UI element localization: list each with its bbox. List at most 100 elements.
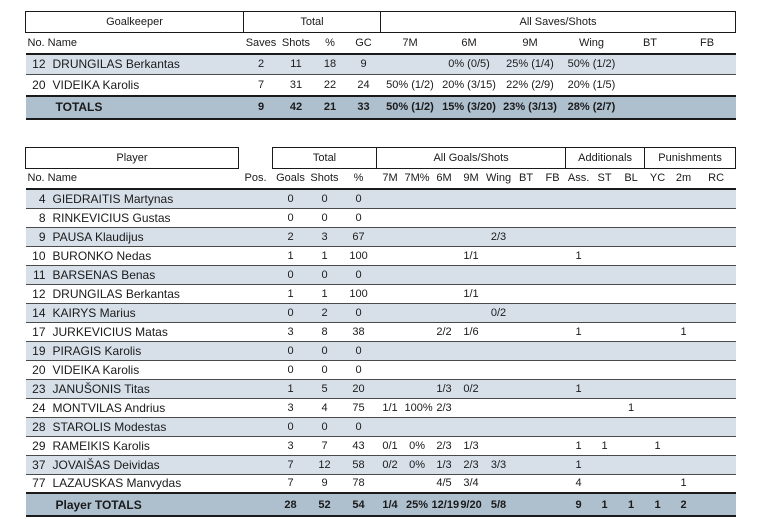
pl-cell-7mpct [403, 322, 431, 342]
pl-cell-6m [430, 303, 458, 323]
pl-cell-yc [644, 189, 671, 209]
pl-cell-bt [512, 436, 540, 456]
pl-cell-7m: 0/2 [376, 455, 404, 475]
pl-cell-9m: 2/3 [457, 455, 485, 475]
pl-cell-7m [376, 246, 404, 266]
player-name: JURKEVICIUS Matas [52, 324, 168, 339]
pl-cell-wing [484, 360, 513, 380]
pl-cell-yc [644, 341, 671, 361]
pl-cell-wing [484, 246, 513, 266]
pl-cell-6m: 2/2 [430, 322, 458, 342]
pl-cell-wing [484, 284, 513, 304]
pl-cell-bl [617, 189, 645, 209]
player-number: 20 [32, 362, 46, 377]
pl-cell-wing [484, 417, 513, 437]
pl-cell-goals: 7 [272, 474, 309, 494]
pl-cell-7m [376, 379, 404, 399]
pl-cell-ass [565, 341, 592, 361]
pl-cell-6m: 1/3 [430, 455, 458, 475]
pl-totals-pos [238, 492, 273, 517]
pl-cell-2m [670, 379, 697, 399]
gk-cell-bt [621, 74, 679, 96]
gk-cell-6m: 20% (3/15) [439, 74, 499, 96]
pl-cell-7mpct [403, 417, 431, 437]
pl-cell-ass [565, 303, 592, 323]
player-number: 17 [32, 324, 46, 339]
gk-cell-9m: 25% (1/4) [498, 53, 562, 75]
pl-cell-2m [670, 360, 697, 380]
pl-name-cell: 8 RINKEVICIUS Gustas [25, 208, 239, 228]
pl-cell-fb [539, 265, 566, 285]
pl-cell-shots: 9 [308, 474, 341, 494]
pl-cell-pct: 38 [340, 322, 377, 342]
pl-cell-pos [238, 379, 273, 399]
pl-cell-st [591, 379, 618, 399]
pl-cell-ass: 1 [565, 322, 592, 342]
gk-name-cell: 12 DRUNGILAS Berkantas [25, 53, 244, 75]
pl-totals-pct: 54 [340, 492, 377, 517]
pl-cell-pct: 0 [340, 303, 377, 323]
pl-cell-2m [670, 303, 697, 323]
pl-cell-7m [376, 227, 404, 247]
pl-name-cell: 17 JURKEVICIUS Matas [25, 322, 239, 342]
gk-totals-label: TOTALS [25, 94, 244, 120]
pl-cell-6m: 1/3 [430, 379, 458, 399]
pl-cell-shots: 5 [308, 379, 341, 399]
pl-cell-ass: 1 [565, 455, 592, 475]
pl-cell-rc [696, 360, 736, 380]
pl-cell-wing: 2/3 [484, 227, 513, 247]
pl-cell-fb [539, 417, 566, 437]
gk-group-header-row: Goalkeeper Total All Saves/Shots [25, 11, 737, 33]
pl-cell-pos [238, 341, 273, 361]
pl-cell-bl [617, 322, 645, 342]
gk-totals-6m: 15% (3/20) [439, 94, 499, 120]
pl-totals-st: 1 [591, 492, 618, 517]
pl-cell-7mpct: 100% [403, 398, 433, 418]
pl-cell-bt [512, 227, 540, 247]
pl-cell-yc: 1 [644, 436, 671, 456]
pl-totals-6m: 12/19 [430, 492, 459, 517]
gk-totals-pct: 21 [313, 94, 347, 120]
pl-cell-fb [539, 398, 566, 418]
pl-cell-ass [565, 227, 592, 247]
pl-cell-bl [617, 360, 645, 380]
pl-cell-rc [696, 208, 736, 228]
pl-cell-wing [484, 208, 513, 228]
pl-cell-6m [430, 284, 458, 304]
pl-cell-bl: 1 [617, 398, 645, 418]
pl-cell-7m [376, 341, 404, 361]
gk-cell-shots: 31 [278, 74, 314, 96]
gk-cell-gc: 24 [346, 74, 381, 96]
pl-cell-7m: 0/1 [376, 436, 404, 456]
pl-cell-7m [376, 303, 404, 323]
pl-cell-bl [617, 379, 645, 399]
pl-colhead-st: ST [591, 168, 618, 190]
gk-totals-bt [621, 94, 679, 120]
pl-cell-9m [457, 398, 485, 418]
pl-totals-7mpct: 25% [403, 492, 431, 517]
player-name: KAIRYS Marius [52, 305, 136, 320]
pl-cell-wing [484, 265, 513, 285]
pl-cell-pct: 0 [340, 360, 377, 380]
player-number: 37 [32, 457, 46, 472]
pl-cell-6m [430, 265, 458, 285]
pl-colhead-bl: BL [617, 168, 645, 190]
pl-cell-goals: 1 [272, 246, 309, 266]
gk-colhead-gc: GC [346, 32, 381, 55]
pl-cell-pos [238, 265, 273, 285]
pl-cell-wing [484, 341, 513, 361]
pl-name-cell: 28 STAROLIS Modestas [25, 417, 239, 437]
pl-cell-ass [565, 265, 592, 285]
pl-cell-9m [457, 189, 485, 209]
gk-colhead-shots: Shots [278, 32, 314, 55]
pl-cell-9m: 1/6 [457, 322, 485, 342]
pl-cell-6m [430, 360, 458, 380]
pl-cell-bt [512, 398, 540, 418]
pl-cell-7m [376, 189, 404, 209]
pl-cell-7m [376, 474, 404, 494]
pl-cell-fb [539, 246, 566, 266]
pl-cell-shots: 8 [308, 322, 341, 342]
pl-cell-bt [512, 208, 540, 228]
pl-cell-pct: 0 [340, 341, 377, 361]
pl-cell-bl [617, 284, 645, 304]
